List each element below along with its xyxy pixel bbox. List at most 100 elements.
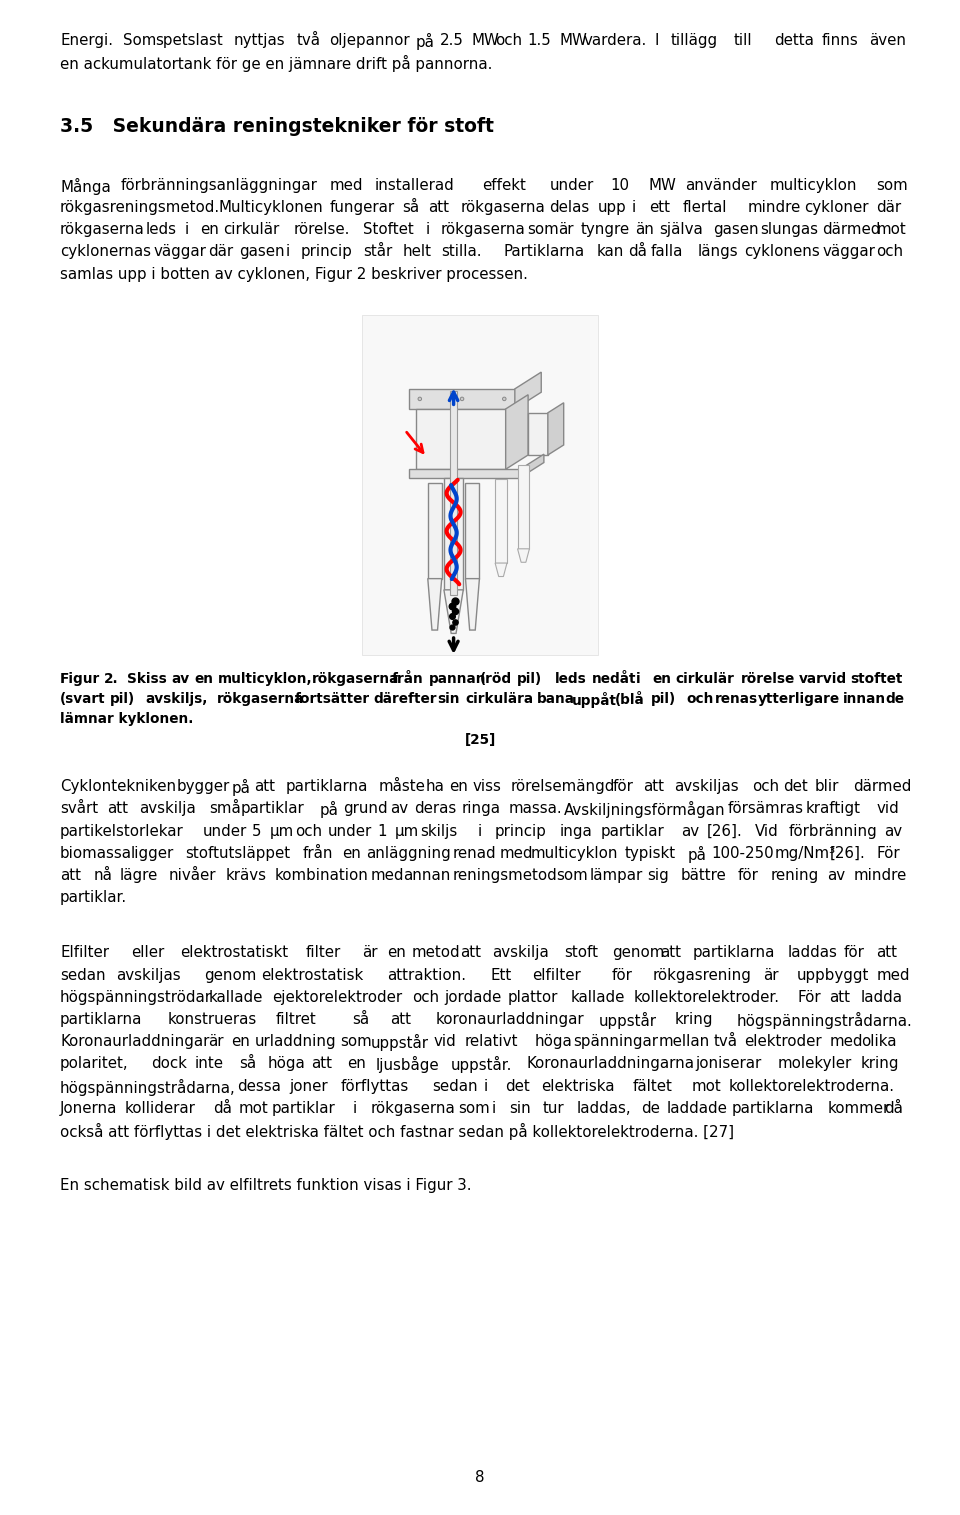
Text: väggar: väggar: [822, 244, 875, 259]
Text: upp: upp: [598, 200, 627, 215]
Text: fungerar: fungerar: [329, 200, 395, 215]
Text: högspänningstrådarna.: högspänningstrådarna.: [736, 1012, 912, 1029]
Polygon shape: [506, 395, 528, 470]
Bar: [409, 389, 515, 409]
Text: att: att: [460, 945, 481, 961]
Polygon shape: [444, 589, 464, 633]
Text: därmed: därmed: [853, 779, 912, 794]
Text: renad: renad: [452, 845, 496, 861]
Text: konstrueras: konstrueras: [168, 1012, 257, 1027]
Text: måste: måste: [379, 779, 426, 794]
Text: (röd: (röd: [480, 673, 512, 686]
Text: krävs: krävs: [226, 868, 266, 883]
Text: med: med: [830, 1035, 863, 1048]
Text: vid: vid: [876, 801, 900, 817]
Text: helt: helt: [402, 244, 431, 259]
Text: att: att: [391, 1012, 411, 1027]
Text: 8: 8: [475, 1470, 485, 1485]
Text: filter: filter: [306, 945, 341, 961]
Text: multicyklon,: multicyklon,: [218, 673, 312, 686]
Text: skiljs: skiljs: [420, 824, 458, 838]
Text: Koronaurladdningar: Koronaurladdningar: [60, 1035, 209, 1048]
Text: rökgaserna: rökgaserna: [371, 1101, 455, 1115]
Text: lägre: lägre: [119, 868, 157, 883]
Text: tyngre: tyngre: [581, 223, 630, 238]
Text: av: av: [884, 824, 902, 838]
Text: att: att: [876, 945, 898, 961]
Text: kallade: kallade: [208, 989, 263, 1004]
Text: mellan: mellan: [659, 1035, 710, 1048]
Text: är: är: [763, 968, 780, 983]
Text: med: med: [371, 868, 403, 883]
Text: en: en: [449, 779, 468, 794]
Text: (blå: (blå: [615, 692, 645, 708]
Text: står: står: [363, 244, 393, 259]
Text: av: av: [172, 673, 190, 686]
Text: avskiljas: avskiljas: [116, 968, 181, 983]
Text: spänningar: spänningar: [573, 1035, 659, 1048]
Text: och: och: [753, 779, 780, 794]
Text: under: under: [203, 824, 247, 838]
Text: filtret: filtret: [276, 1012, 317, 1027]
Text: där: där: [876, 200, 901, 215]
Bar: [517, 465, 529, 548]
Text: partiklar.: partiklar.: [60, 891, 127, 904]
Text: effekt: effekt: [482, 177, 526, 192]
Text: det: det: [505, 1079, 530, 1094]
Text: gasen: gasen: [713, 223, 758, 238]
Text: förbränning: förbränning: [789, 824, 877, 838]
Text: μm: μm: [395, 824, 420, 838]
Text: ett: ett: [649, 200, 670, 215]
Text: och: och: [295, 824, 322, 838]
Polygon shape: [517, 548, 529, 562]
Text: stoft: stoft: [564, 945, 598, 961]
Text: Ett: Ett: [491, 968, 512, 983]
Text: för: för: [737, 868, 758, 883]
Text: partiklar: partiklar: [272, 1101, 336, 1115]
Text: Vid: Vid: [756, 824, 780, 838]
Text: Stoftet: Stoftet: [363, 223, 414, 238]
Text: och: och: [686, 692, 714, 706]
Text: kolliderar: kolliderar: [125, 1101, 196, 1115]
Text: En schematisk bild av elfiltrets funktion visas i Figur 3.: En schematisk bild av elfiltrets funktio…: [60, 1179, 471, 1194]
Text: två: två: [297, 33, 321, 48]
Text: varvid: varvid: [799, 673, 847, 686]
Text: ejektorelektroder: ejektorelektroder: [272, 989, 402, 1004]
Text: under: under: [550, 177, 594, 192]
Text: för: för: [612, 779, 634, 794]
Text: är: är: [362, 945, 377, 961]
Text: μm: μm: [269, 824, 294, 838]
Text: av: av: [391, 801, 408, 817]
Text: på: på: [320, 801, 338, 818]
Text: avskilja: avskilja: [492, 945, 549, 961]
Text: kring: kring: [861, 1056, 900, 1071]
Text: nyttjas: nyttjas: [234, 33, 285, 48]
Text: på: på: [231, 779, 251, 797]
Text: en: en: [387, 945, 406, 961]
Text: små: små: [209, 801, 241, 817]
Circle shape: [502, 397, 506, 400]
Text: joniserar: joniserar: [695, 1056, 761, 1071]
Text: polaritet,: polaritet,: [60, 1056, 129, 1071]
Text: elektriska: elektriska: [541, 1079, 614, 1094]
Text: Elfilter: Elfilter: [60, 945, 109, 961]
Text: [26].: [26].: [829, 845, 865, 861]
Text: Avskiljningsförmågan: Avskiljningsförmågan: [564, 801, 725, 818]
Text: rökgasreningsmetod.: rökgasreningsmetod.: [60, 200, 220, 215]
Bar: [466, 483, 479, 579]
Text: på: på: [416, 33, 434, 50]
Text: väggar: väggar: [154, 244, 206, 259]
Text: I: I: [655, 33, 659, 48]
Text: rening: rening: [771, 868, 819, 883]
Bar: [495, 479, 507, 564]
Text: de: de: [886, 692, 905, 706]
Text: längs: längs: [698, 244, 738, 259]
Text: massa.: massa.: [509, 801, 563, 817]
Text: flertal: flertal: [683, 200, 728, 215]
Text: en: en: [652, 673, 671, 686]
Text: MW: MW: [648, 177, 676, 192]
Text: ringa: ringa: [461, 801, 500, 817]
Text: 100-250: 100-250: [711, 845, 775, 861]
Text: kallade: kallade: [570, 989, 625, 1004]
Text: 1.5: 1.5: [528, 33, 551, 48]
